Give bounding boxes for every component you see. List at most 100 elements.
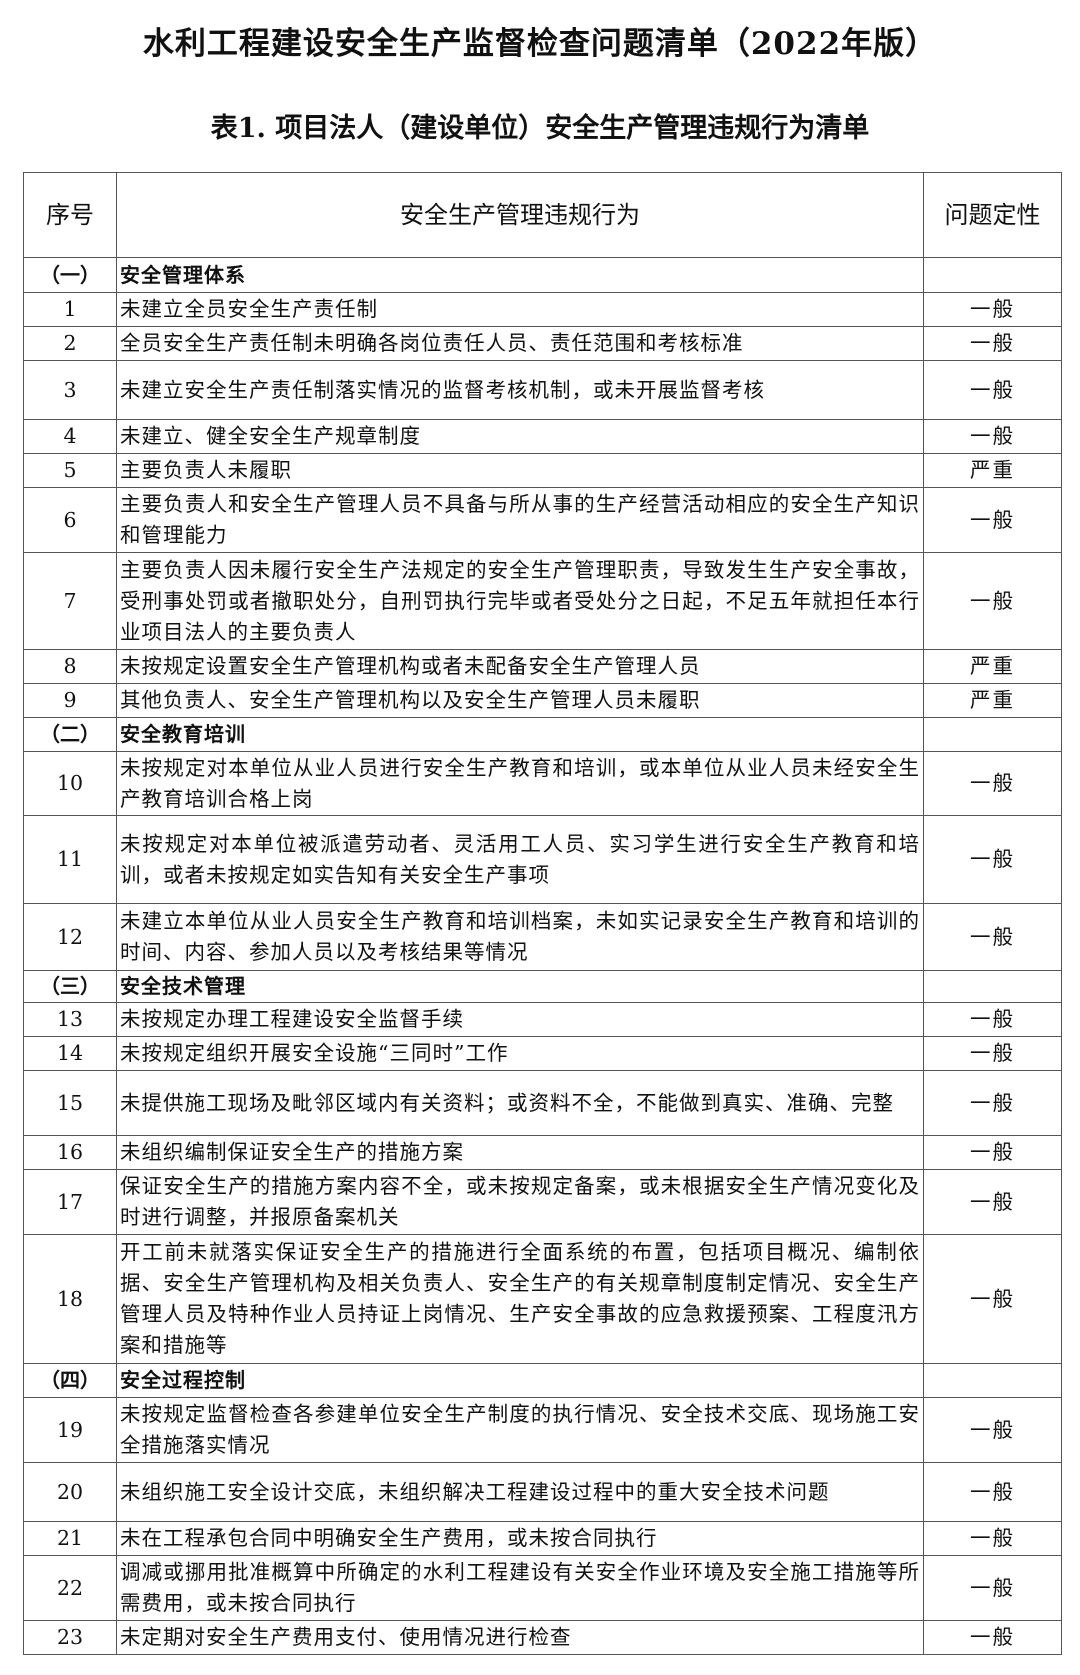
- table-row: 22 调减或挪用批准概算中所确定的水利工程建设有关安全作业环境及安全施工措施等所需…: [23, 1555, 1062, 1621]
- row-level: 一般: [923, 1555, 1062, 1621]
- table-row: 6 主要负责人和安全生产管理人员不具备与所从事的生产经营活动相应的安全生产知识和管…: [23, 487, 1062, 553]
- table-row: 4 未建立、健全安全生产规章制度 一般: [23, 419, 1062, 454]
- row-number: 18: [23, 1234, 117, 1364]
- section-row: （三） 安全技术管理: [23, 970, 1062, 1003]
- table-row: 3 未建立安全生产责任制落实情况的监督考核机制，或未开展监督考核 一般: [23, 360, 1062, 420]
- table-row: 20 未组织施工安全设计交底，未组织解决工程建设过程中的重大安全技术问题 一般: [23, 1462, 1062, 1522]
- row-violation: 未按规定监督检查各参建单位安全生产制度的执行情况、安全技术交底、现场施工安全措施…: [116, 1397, 924, 1463]
- row-number: 21: [23, 1521, 117, 1556]
- row-violation: 未建立全员安全生产责任制: [116, 292, 924, 327]
- row-violation: 未在工程承包合同中明确安全生产费用，或未按合同执行: [116, 1521, 924, 1556]
- row-number: 16: [23, 1135, 117, 1170]
- row-violation: 未按规定设置安全生产管理机构或者未配备安全生产管理人员: [116, 649, 924, 684]
- row-number: 22: [23, 1555, 117, 1621]
- row-level: 一般: [923, 360, 1062, 420]
- row-violation: 未定期对安全生产费用支付、使用情况进行检查: [116, 1620, 924, 1655]
- row-level: 一般: [923, 1036, 1062, 1071]
- table-row: 12 未建立本单位从业人员安全生产教育和培训档案，未如实记录安全生产教育和培训的时…: [23, 903, 1062, 971]
- row-violation: 安全教育培训: [116, 717, 924, 752]
- row-level: 一般: [923, 1002, 1062, 1037]
- table-row: 5 主要负责人未履职 严重: [23, 453, 1062, 488]
- row-violation: 主要负责人因未履行安全生产法规定的安全生产管理职责，导致发生生产安全事故，受刑事…: [116, 552, 924, 650]
- table-row: 2 全员安全生产责任制未明确各岗位责任人员、责任范围和考核标准 一般: [23, 326, 1062, 361]
- row-number: （一）: [23, 257, 117, 293]
- row-level: 一般: [923, 487, 1062, 553]
- row-number: 17: [23, 1169, 117, 1235]
- table-row: 18 开工前未就落实保证安全生产的措施进行全面系统的布置，包括项目概况、编制依据、…: [23, 1234, 1062, 1364]
- row-level: 一般: [923, 1521, 1062, 1556]
- row-violation: 未建立安全生产责任制落实情况的监督考核机制，或未开展监督考核: [116, 360, 924, 420]
- table-row: 13 未按规定办理工程建设安全监督手续 一般: [23, 1002, 1062, 1037]
- row-violation: 未按规定对本单位被派遣劳动者、灵活用工人员、实习学生进行安全生产教育和培训，或者…: [116, 815, 924, 904]
- row-number: 13: [23, 1002, 117, 1037]
- row-level: [923, 257, 1062, 293]
- row-violation: 调减或挪用批准概算中所确定的水利工程建设有关安全作业环境及安全施工措施等所需费用…: [116, 1555, 924, 1621]
- section-row: （二） 安全教育培训: [23, 717, 1062, 752]
- table-header-row: 序号 安全生产管理违规行为 问题定性: [23, 172, 1062, 258]
- row-number: 12: [23, 903, 117, 971]
- row-violation: 开工前未就落实保证安全生产的措施进行全面系统的布置，包括项目概况、编制依据、安全…: [116, 1234, 924, 1364]
- table-row: 14 未按规定组织开展安全设施“三同时”工作 一般: [23, 1036, 1062, 1071]
- row-level: 一般: [923, 815, 1062, 904]
- table-row: 8 未按规定设置安全生产管理机构或者未配备安全生产管理人员 严重: [23, 649, 1062, 684]
- table-row: 11 未按规定对本单位被派遣劳动者、灵活用工人员、实习学生进行安全生产教育和培训，…: [23, 815, 1062, 904]
- row-level: 严重: [923, 649, 1062, 684]
- row-violation: 保证安全生产的措施方案内容不全，或未按规定备案，或未根据安全生产情况变化及时进行…: [116, 1169, 924, 1235]
- row-violation: 主要负责人和安全生产管理人员不具备与所从事的生产经营活动相应的安全生产知识和管理…: [116, 487, 924, 553]
- row-number: 4: [23, 419, 117, 454]
- row-violation: 安全管理体系: [116, 257, 924, 293]
- row-level: 一般: [923, 1397, 1062, 1463]
- row-level: 一般: [923, 1169, 1062, 1235]
- table-row: 10 未按规定对本单位从业人员进行安全生产教育和培训，或本单位从业人员未经安全生产…: [23, 751, 1062, 816]
- section-row: （一） 安全管理体系: [23, 257, 1062, 293]
- table-row: 23 未定期对安全生产费用支付、使用情况进行检查 一般: [23, 1620, 1062, 1655]
- row-level: 一般: [923, 1620, 1062, 1655]
- header-violation: 安全生产管理违规行为: [116, 172, 924, 258]
- row-number: 3: [23, 360, 117, 420]
- row-violation: 未建立本单位从业人员安全生产教育和培训档案，未如实记录安全生产教育和培训的时间、…: [116, 903, 924, 971]
- section-row: （四） 安全过程控制: [23, 1363, 1062, 1398]
- row-level: 一般: [923, 1462, 1062, 1522]
- row-level: 一般: [923, 1234, 1062, 1364]
- row-violation: 未按规定组织开展安全设施“三同时”工作: [116, 1036, 924, 1071]
- row-level: 一般: [923, 419, 1062, 454]
- row-number: 19: [23, 1397, 117, 1463]
- row-level: 一般: [923, 552, 1062, 650]
- row-violation: 未组织施工安全设计交底，未组织解决工程建设过程中的重大安全技术问题: [116, 1462, 924, 1522]
- row-violation: 安全技术管理: [116, 970, 924, 1003]
- row-number: （二）: [23, 717, 117, 752]
- row-level: 一般: [923, 292, 1062, 327]
- row-number: 14: [23, 1036, 117, 1071]
- row-level: 一般: [923, 1070, 1062, 1136]
- row-level: 一般: [923, 326, 1062, 361]
- row-violation: 未按规定对本单位从业人员进行安全生产教育和培训，或本单位从业人员未经安全生产教育…: [116, 751, 924, 816]
- table-row: 15 未提供施工现场及毗邻区域内有关资料；或资料不全，不能做到真实、准确、完整 一般: [23, 1070, 1062, 1136]
- row-number: 7: [23, 552, 117, 650]
- table-row: 17 保证安全生产的措施方案内容不全，或未按规定备案，或未根据安全生产情况变化及时…: [23, 1169, 1062, 1235]
- document-title: 水利工程建设安全生产监督检查问题清单（2022年版）: [142, 26, 938, 62]
- row-violation: 主要负责人未履职: [116, 453, 924, 488]
- row-level: 一般: [923, 1135, 1062, 1170]
- row-number: 9: [23, 683, 117, 718]
- row-level: 严重: [923, 453, 1062, 488]
- row-violation: 未提供施工现场及毗邻区域内有关资料；或资料不全，不能做到真实、准确、完整: [116, 1070, 924, 1136]
- row-level: 一般: [923, 751, 1062, 816]
- row-number: 20: [23, 1462, 117, 1522]
- header-no: 序号: [23, 172, 117, 258]
- row-number: 10: [23, 751, 117, 816]
- row-level: 一般: [923, 903, 1062, 971]
- row-number: 5: [23, 453, 117, 488]
- row-level: 严重: [923, 683, 1062, 718]
- row-number: 8: [23, 649, 117, 684]
- row-level: [923, 970, 1062, 1003]
- header-level: 问题定性: [923, 172, 1062, 258]
- table-caption: 表1. 项目法人（建设单位）安全生产管理违规行为清单: [210, 113, 870, 144]
- row-number: 11: [23, 815, 117, 904]
- violations-table: 序号 安全生产管理违规行为 问题定性 （一） 安全管理体系 1 未建立全员安全生产责任…: [23, 172, 1062, 1655]
- table-row: 19 未按规定监督检查各参建单位安全生产制度的执行情况、安全技术交底、现场施工安全…: [23, 1397, 1062, 1463]
- row-level: [923, 717, 1062, 752]
- row-level: [923, 1363, 1062, 1398]
- row-number: 1: [23, 292, 117, 327]
- row-number: 23: [23, 1620, 117, 1655]
- row-number: 15: [23, 1070, 117, 1136]
